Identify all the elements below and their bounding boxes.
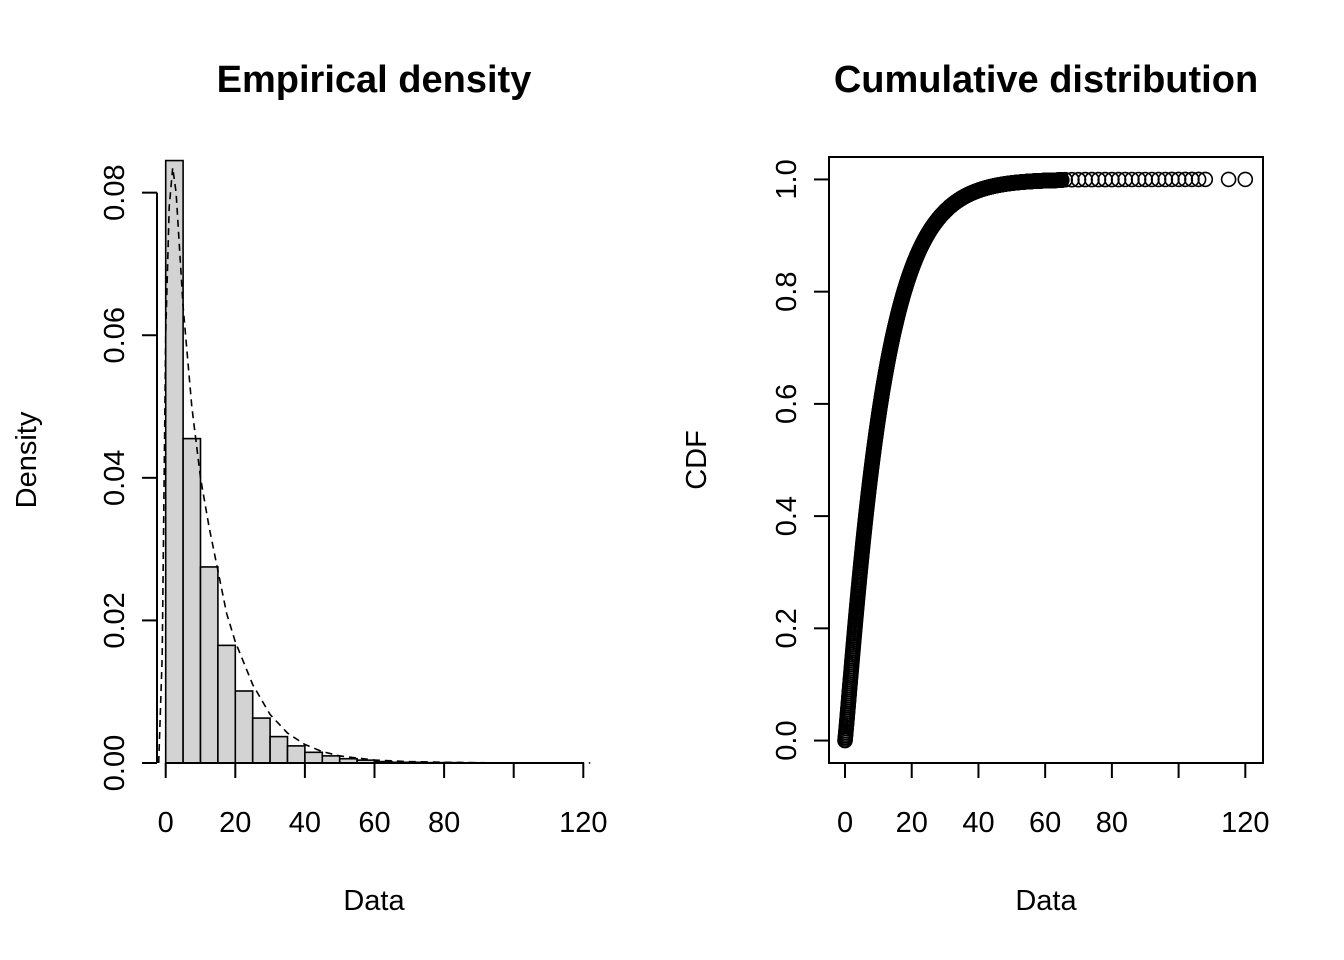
histogram-bar [304, 751, 324, 764]
cdf-point [1237, 171, 1254, 188]
empirical-density-panel: Empirical density 0.00 0.02 0.04 0.06 0.08 0… [11, 59, 607, 917]
cdf-x-tick-label: 120 [1221, 807, 1269, 839]
density-x-axis: 0 20 40 60 80 120 [158, 762, 607, 839]
density-y-tick-label: 0.00 [99, 735, 131, 791]
cdf-y-tick-label: 1.0 [771, 159, 803, 199]
cdf-x-axis: 0 20 40 60 80 120 [837, 762, 1270, 839]
cdf-x-tick-label: 80 [1096, 807, 1128, 839]
histogram-bar [251, 717, 271, 764]
cdf-points [837, 171, 1254, 749]
histogram-bar [217, 644, 237, 764]
cdf-y-tick-label: 0.8 [771, 272, 803, 312]
cdf-x-tick-label: 20 [896, 807, 928, 839]
histogram-bar [321, 755, 341, 764]
cdf-point [1190, 171, 1207, 188]
cdf-plot-frame [828, 156, 1264, 764]
density-x-tick-label: 120 [559, 807, 607, 839]
cdf-chart-title: Cumulative distribution [834, 59, 1258, 101]
cdf-x-axis-label: Data [1015, 885, 1077, 917]
cdf-y-axis: 0.0 0.2 0.4 0.6 0.8 1.0 [771, 159, 830, 761]
density-y-axis-label: Density [11, 411, 43, 508]
histogram-bar [286, 745, 306, 764]
density-curve [157, 167, 591, 764]
cdf-y-tick-label: 0.2 [771, 608, 803, 648]
cdf-y-tick-label: 0.6 [771, 384, 803, 424]
histogram-bar [269, 735, 289, 764]
cdf-x-tick-label: 0 [837, 807, 853, 839]
density-y-tick-label: 0.06 [99, 307, 131, 363]
density-x-tick-label: 0 [158, 807, 174, 839]
density-x-tick-label: 20 [219, 807, 251, 839]
density-y-tick-label: 0.02 [99, 592, 131, 648]
density-x-tick-label: 80 [428, 807, 460, 839]
density-chart-title: Empirical density [217, 59, 532, 101]
cdf-point [1220, 171, 1237, 188]
histogram-bar [164, 159, 184, 764]
density-y-tick-label: 0.08 [99, 164, 131, 220]
histogram-bar [199, 566, 219, 764]
density-bars [164, 159, 585, 764]
density-y-axis: 0.00 0.02 0.04 0.06 0.08 [99, 164, 158, 791]
density-y-tick-label: 0.04 [99, 450, 131, 506]
density-x-tick-label: 60 [358, 807, 390, 839]
density-x-axis-label: Data [343, 885, 405, 917]
cdf-x-tick-label: 40 [962, 807, 994, 839]
histogram-bar [234, 690, 254, 764]
histogram-bar [182, 437, 202, 764]
cdf-y-axis-label: CDF [681, 430, 713, 490]
cdf-x-tick-label: 60 [1029, 807, 1061, 839]
cumulative-distribution-panel: Cumulative distribution 0.0 0.2 0.4 0.6 0.8 1… [681, 59, 1270, 917]
cdf-y-tick-label: 0.4 [771, 496, 803, 536]
cdf-point [1197, 171, 1214, 188]
density-x-tick-label: 40 [289, 807, 321, 839]
cdf-y-tick-label: 0.0 [771, 720, 803, 760]
